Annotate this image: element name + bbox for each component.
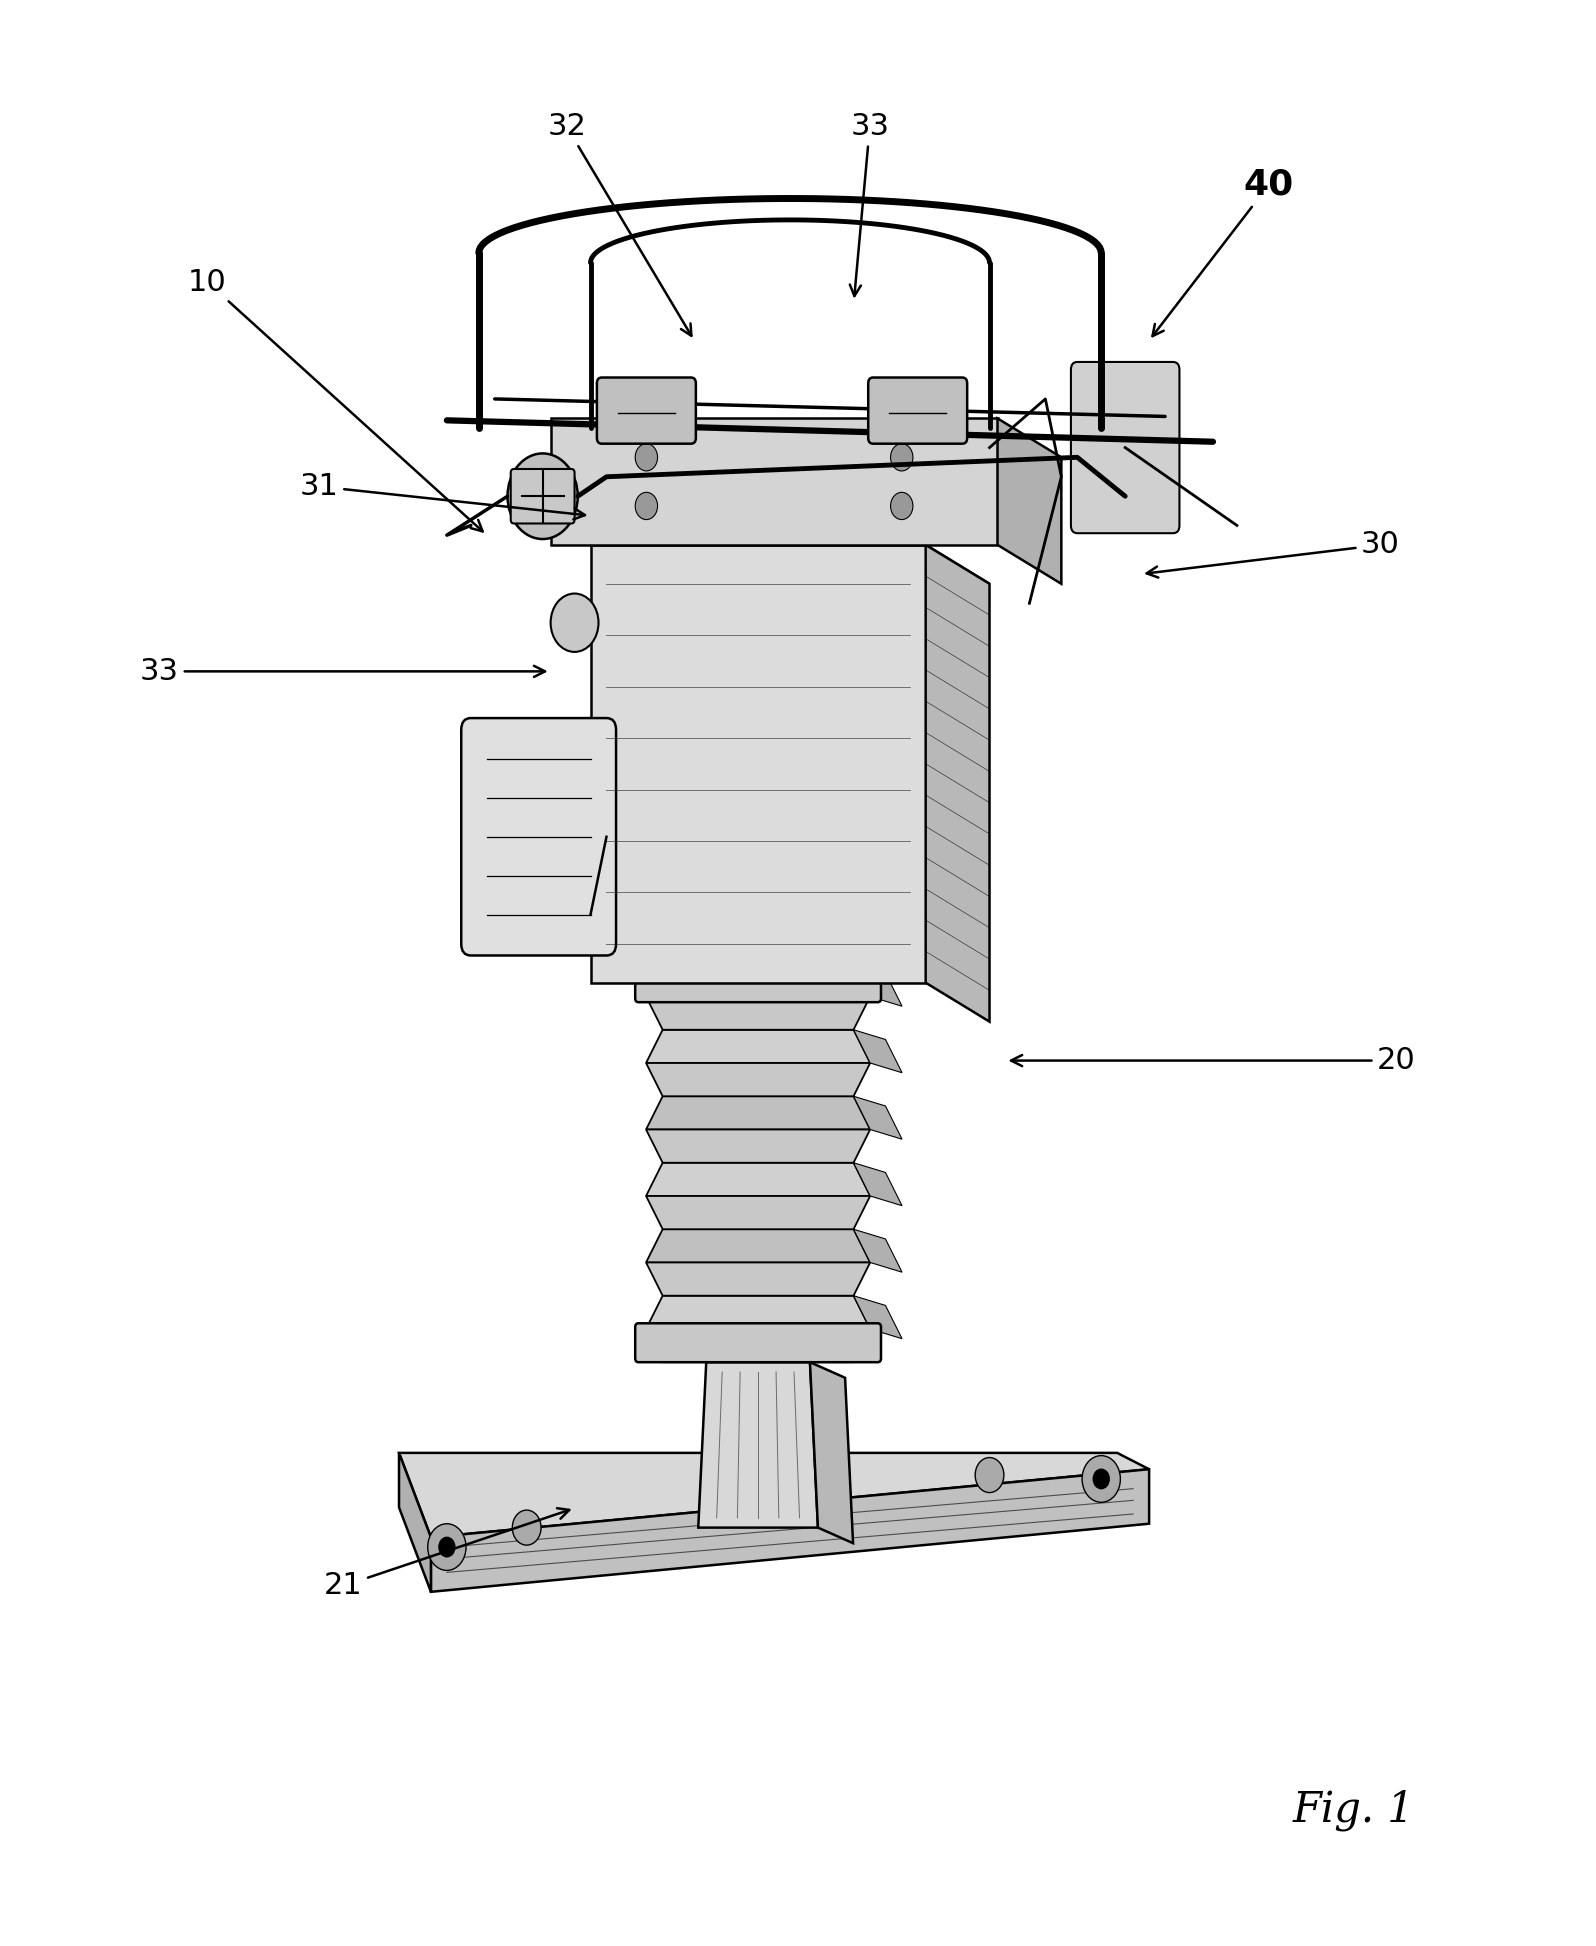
Polygon shape [646, 1063, 870, 1096]
Polygon shape [399, 1454, 1149, 1537]
Polygon shape [854, 1029, 902, 1072]
Polygon shape [646, 1329, 870, 1362]
Text: 33: 33 [849, 113, 889, 296]
Polygon shape [926, 545, 990, 1022]
Polygon shape [809, 1362, 852, 1543]
Text: 31: 31 [300, 473, 586, 520]
FancyBboxPatch shape [511, 469, 575, 523]
Text: 20: 20 [1010, 1047, 1416, 1074]
Text: 10: 10 [188, 269, 482, 531]
Polygon shape [646, 1296, 870, 1329]
Polygon shape [646, 1263, 870, 1296]
Polygon shape [646, 1197, 870, 1230]
Text: 33: 33 [140, 658, 546, 685]
Circle shape [1082, 1456, 1120, 1502]
FancyBboxPatch shape [461, 718, 616, 955]
Circle shape [551, 594, 598, 652]
Circle shape [891, 444, 913, 471]
FancyBboxPatch shape [1071, 362, 1179, 533]
Polygon shape [431, 1469, 1149, 1592]
Polygon shape [646, 963, 870, 996]
Polygon shape [646, 1129, 870, 1162]
Circle shape [975, 1458, 1004, 1493]
Circle shape [1093, 1469, 1109, 1489]
Polygon shape [854, 1230, 902, 1273]
Polygon shape [551, 418, 998, 545]
Polygon shape [854, 1096, 902, 1138]
Polygon shape [646, 1096, 870, 1129]
Polygon shape [699, 1362, 817, 1528]
Circle shape [635, 492, 658, 520]
Text: 21: 21 [324, 1508, 570, 1600]
Text: 40: 40 [1152, 167, 1294, 337]
Circle shape [891, 492, 913, 520]
Polygon shape [399, 1454, 431, 1592]
Polygon shape [591, 545, 990, 584]
Circle shape [439, 1537, 455, 1557]
FancyBboxPatch shape [635, 963, 881, 1002]
Polygon shape [646, 1029, 870, 1063]
Polygon shape [854, 963, 902, 1006]
Circle shape [428, 1524, 466, 1570]
Polygon shape [998, 418, 1061, 584]
Polygon shape [646, 1162, 870, 1197]
Polygon shape [646, 1230, 870, 1263]
FancyBboxPatch shape [868, 378, 967, 444]
Polygon shape [854, 1162, 902, 1207]
Polygon shape [854, 1296, 902, 1339]
Circle shape [512, 1510, 541, 1545]
Text: Fig. 1: Fig. 1 [1293, 1788, 1414, 1831]
Circle shape [635, 444, 658, 471]
FancyBboxPatch shape [597, 378, 696, 444]
Polygon shape [591, 545, 926, 983]
Circle shape [508, 453, 578, 539]
Text: 32: 32 [547, 113, 691, 337]
Text: 30: 30 [1146, 531, 1400, 578]
FancyBboxPatch shape [635, 1323, 881, 1362]
Polygon shape [646, 996, 870, 1029]
